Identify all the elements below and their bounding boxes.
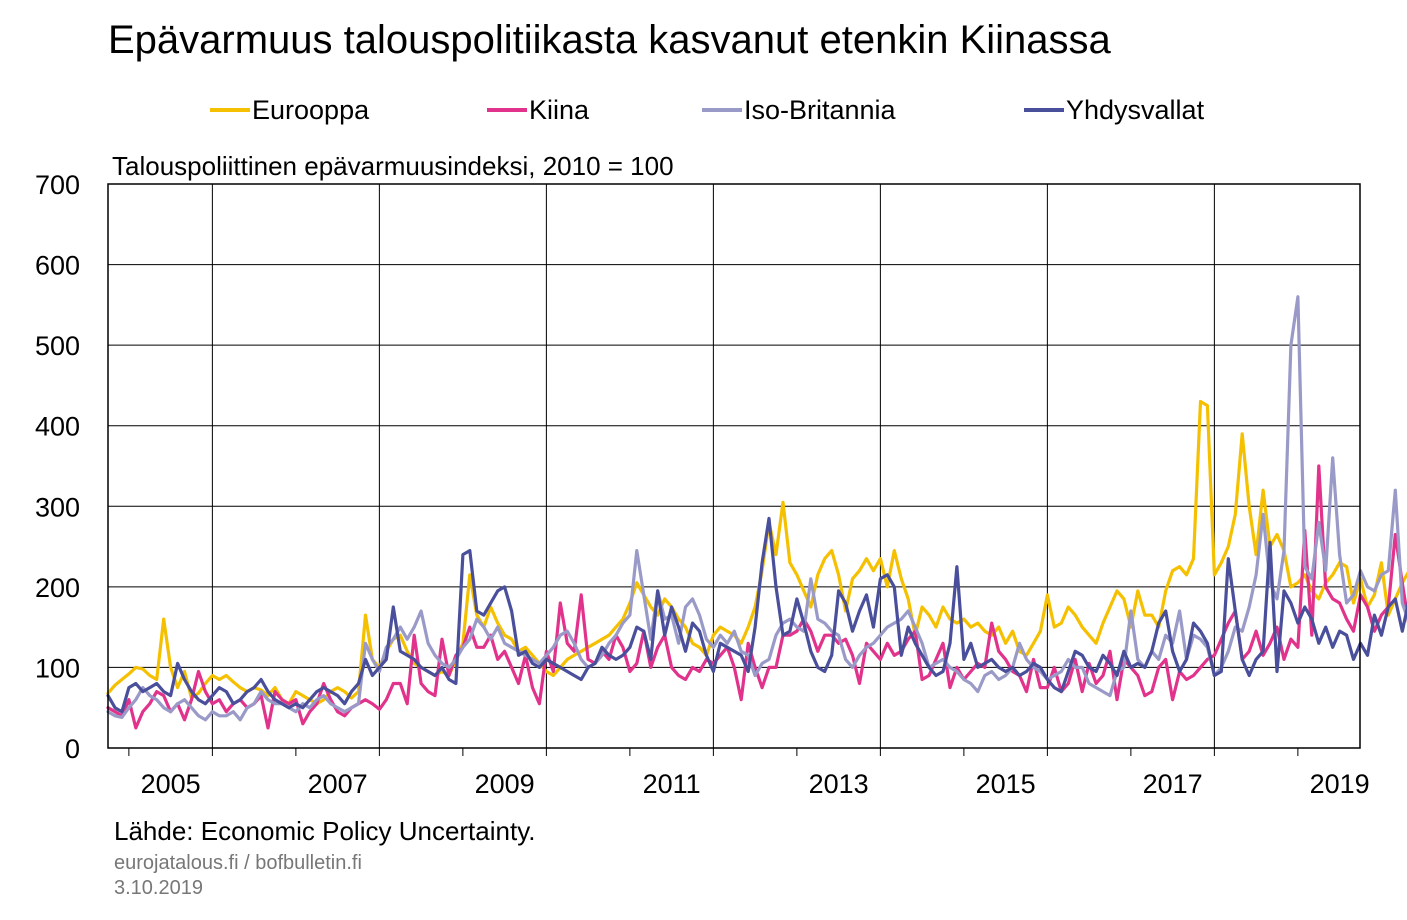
legend-label: Yhdysvallat (1066, 95, 1205, 125)
y-tick-labels: 0 100 200 300 400 500 600 700 (35, 170, 80, 764)
y-tick-label: 600 (35, 251, 80, 281)
axis-ticks (128, 748, 1299, 756)
x-tick-label: 2013 (809, 769, 869, 799)
x-tick-label: 2015 (976, 769, 1036, 799)
source-note: Lähde: Economic Policy Uncertainty. (114, 816, 536, 846)
series-line-eurooppa (106, 399, 1407, 706)
x-tick-label: 2005 (141, 769, 201, 799)
x-tick-label: 2011 (643, 769, 701, 799)
x-tick-labels: 2005 2007 2009 2011 2013 2015 2017 2019 (141, 769, 1370, 799)
legend: Eurooppa Kiina Iso-Britannia Yhdysvallat (210, 95, 1205, 125)
publish-date: 3.10.2019 (114, 877, 203, 899)
x-tick-label: 2017 (1143, 769, 1203, 799)
y-tick-label: 0 (65, 734, 80, 764)
x-tick-label: 2019 (1310, 769, 1370, 799)
legend-item-eurooppa: Eurooppa (210, 95, 370, 125)
y-tick-label: 500 (35, 331, 80, 361)
series-lines (106, 295, 1407, 730)
x-tick-label: 2009 (475, 769, 535, 799)
legend-item-kiina: Kiina (487, 95, 590, 125)
y-axis-label: Talouspoliittinen epävarmuusindeksi, 201… (112, 151, 674, 181)
site-credit: eurojatalous.fi / bofbulletin.fi (114, 852, 362, 874)
y-tick-label: 300 (35, 492, 80, 522)
legend-item-yhdysvallat: Yhdysvallat (1024, 95, 1205, 125)
y-tick-label: 100 (35, 653, 80, 683)
legend-item-iso-britannia: Iso-Britannia (702, 95, 897, 125)
gridlines (108, 184, 1360, 748)
y-tick-label: 700 (35, 170, 80, 200)
legend-label: Iso-Britannia (744, 95, 897, 125)
chart-title: Epävarmuus talouspolitiikasta kasvanut e… (108, 18, 1111, 62)
y-tick-label: 400 (35, 412, 80, 442)
legend-label: Kiina (529, 95, 590, 125)
series-line-yhdysvallat (106, 516, 1407, 714)
legend-label: Eurooppa (252, 95, 370, 125)
x-tick-label: 2007 (308, 769, 368, 799)
series-line-iso-britannia (106, 295, 1407, 722)
series-line-kiina (106, 464, 1407, 730)
plot-frame (107, 183, 1361, 749)
y-tick-label: 200 (35, 573, 80, 603)
